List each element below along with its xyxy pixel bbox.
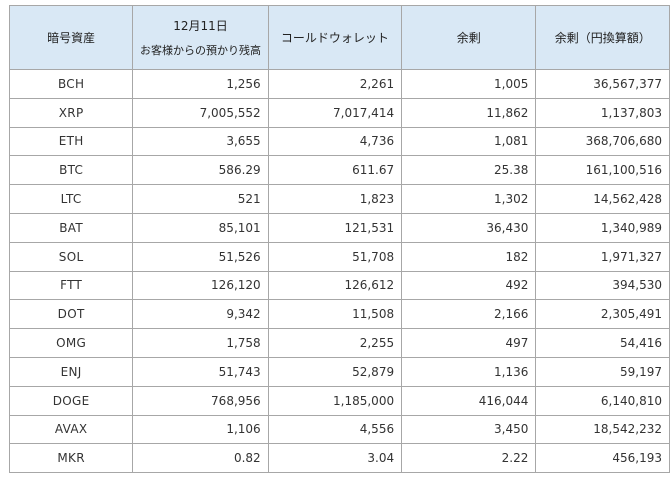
- cell-customer-balance: 7,005,552: [132, 97, 269, 128]
- cell-surplus-jpy: 1,340,989: [535, 212, 670, 243]
- cell-surplus: 25.38: [401, 155, 537, 186]
- cell-customer-balance: 51,743: [132, 356, 269, 387]
- cell-surplus-jpy: 456,193: [535, 443, 670, 474]
- cell-cold-wallet: 1,185,000: [267, 385, 403, 416]
- cell-surplus-jpy: 14,562,428: [535, 184, 670, 214]
- table-row: LTC 521 1,823 1,302 14,562,428: [8, 184, 670, 214]
- cell-customer-balance: 126,120: [132, 270, 269, 301]
- cell-customer-balance: 521: [132, 184, 269, 214]
- cell-customer-balance: 85,101: [132, 212, 269, 243]
- table-row: SOL 51,526 51,708 182 1,971,327: [8, 241, 670, 272]
- reserve-table-container: 暗号資産 12月11日 お客様からの預かり残高 コールドウォレット 余剰 余剰（…: [8, 5, 670, 474]
- cell-asset: BTC: [8, 155, 134, 186]
- cell-cold-wallet: 2,255: [267, 328, 403, 358]
- cell-surplus-jpy: 368,706,680: [535, 126, 670, 157]
- header-cold-wallet: コールドウォレット: [267, 5, 403, 70]
- cell-cold-wallet: 4,736: [267, 126, 403, 157]
- table-body: BCH 1,256 2,261 1,005 36,567,377 XRP 7,005,552…: [8, 69, 670, 474]
- table-row: MKR 0.82 3.04 2.22 456,193: [8, 443, 670, 474]
- header-surplus-jpy: 余剰（円換算額）: [535, 5, 670, 70]
- cell-cold-wallet: 121,531: [267, 212, 403, 243]
- cell-surplus-jpy: 36,567,377: [535, 69, 670, 99]
- cell-customer-balance: 0.82: [132, 443, 269, 474]
- cell-asset: FTT: [8, 270, 134, 301]
- header-surplus: 余剰: [401, 5, 537, 70]
- cell-asset: OMG: [8, 328, 134, 358]
- header-row: 暗号資産 12月11日 お客様からの預かり残高 コールドウォレット 余剰 余剰（…: [8, 5, 670, 70]
- cell-cold-wallet: 3.04: [267, 443, 403, 474]
- cell-surplus: 1,302: [401, 184, 537, 214]
- cell-customer-balance: 1,256: [132, 69, 269, 99]
- cell-asset: XRP: [8, 97, 134, 128]
- cell-cold-wallet: 52,879: [267, 356, 403, 387]
- table-row: OMG 1,758 2,255 497 54,416: [8, 328, 670, 358]
- table-row: ETH 3,655 4,736 1,081 368,706,680: [8, 126, 670, 157]
- cell-surplus-jpy: 54,416: [535, 328, 670, 358]
- cell-customer-balance: 51,526: [132, 241, 269, 272]
- cell-surplus: 3,450: [401, 414, 537, 445]
- table-row: XRP 7,005,552 7,017,414 11,862 1,137,803: [8, 97, 670, 128]
- cell-surplus: 416,044: [401, 385, 537, 416]
- cell-surplus: 2,166: [401, 299, 537, 330]
- table-row: DOT 9,342 11,508 2,166 2,305,491: [8, 299, 670, 330]
- cell-asset: BCH: [8, 69, 134, 99]
- cell-surplus: 1,136: [401, 356, 537, 387]
- cell-cold-wallet: 11,508: [267, 299, 403, 330]
- header-customer-balance: 12月11日 お客様からの預かり残高: [132, 5, 269, 70]
- table-row: FTT 126,120 126,612 492 394,530: [8, 270, 670, 301]
- cell-cold-wallet: 7,017,414: [267, 97, 403, 128]
- cell-customer-balance: 9,342: [132, 299, 269, 330]
- cell-surplus: 36,430: [401, 212, 537, 243]
- cell-surplus: 497: [401, 328, 537, 358]
- cell-customer-balance: 3,655: [132, 126, 269, 157]
- cell-cold-wallet: 2,261: [267, 69, 403, 99]
- cell-asset: LTC: [8, 184, 134, 214]
- table-row: BCH 1,256 2,261 1,005 36,567,377: [8, 69, 670, 99]
- cell-surplus-jpy: 6,140,810: [535, 385, 670, 416]
- cell-surplus: 1,081: [401, 126, 537, 157]
- cell-cold-wallet: 1,823: [267, 184, 403, 214]
- cell-customer-balance: 586.29: [132, 155, 269, 186]
- cell-asset: BAT: [8, 212, 134, 243]
- cell-asset: ENJ: [8, 356, 134, 387]
- cell-asset: AVAX: [8, 414, 134, 445]
- cell-customer-balance: 768,956: [132, 385, 269, 416]
- cell-cold-wallet: 4,556: [267, 414, 403, 445]
- reserve-table: 暗号資産 12月11日 お客様からの預かり残高 コールドウォレット 余剰 余剰（…: [8, 5, 670, 474]
- header-customer-date: 12月11日: [173, 19, 228, 33]
- cell-surplus-jpy: 161,100,516: [535, 155, 670, 186]
- cell-asset: MKR: [8, 443, 134, 474]
- cell-surplus: 1,005: [401, 69, 537, 99]
- cell-surplus-jpy: 2,305,491: [535, 299, 670, 330]
- header-asset: 暗号資産: [8, 5, 134, 70]
- cell-asset: DOGE: [8, 385, 134, 416]
- cell-asset: DOT: [8, 299, 134, 330]
- cell-surplus: 2.22: [401, 443, 537, 474]
- table-row: DOGE 768,956 1,185,000 416,044 6,140,810: [8, 385, 670, 416]
- cell-surplus: 492: [401, 270, 537, 301]
- cell-customer-balance: 1,106: [132, 414, 269, 445]
- cell-surplus-jpy: 18,542,232: [535, 414, 670, 445]
- cell-surplus-jpy: 59,197: [535, 356, 670, 387]
- cell-cold-wallet: 126,612: [267, 270, 403, 301]
- cell-surplus: 11,862: [401, 97, 537, 128]
- cell-customer-balance: 1,758: [132, 328, 269, 358]
- cell-cold-wallet: 611.67: [267, 155, 403, 186]
- cell-asset: SOL: [8, 241, 134, 272]
- cell-cold-wallet: 51,708: [267, 241, 403, 272]
- cell-surplus-jpy: 394,530: [535, 270, 670, 301]
- cell-asset: ETH: [8, 126, 134, 157]
- table-row: AVAX 1,106 4,556 3,450 18,542,232: [8, 414, 670, 445]
- cell-surplus-jpy: 1,137,803: [535, 97, 670, 128]
- cell-surplus: 182: [401, 241, 537, 272]
- table-row: ENJ 51,743 52,879 1,136 59,197: [8, 356, 670, 387]
- table-row: BTC 586.29 611.67 25.38 161,100,516: [8, 155, 670, 186]
- table-row: BAT 85,101 121,531 36,430 1,340,989: [8, 212, 670, 243]
- header-customer-label: お客様からの預かり残高: [139, 44, 261, 57]
- cell-surplus-jpy: 1,971,327: [535, 241, 670, 272]
